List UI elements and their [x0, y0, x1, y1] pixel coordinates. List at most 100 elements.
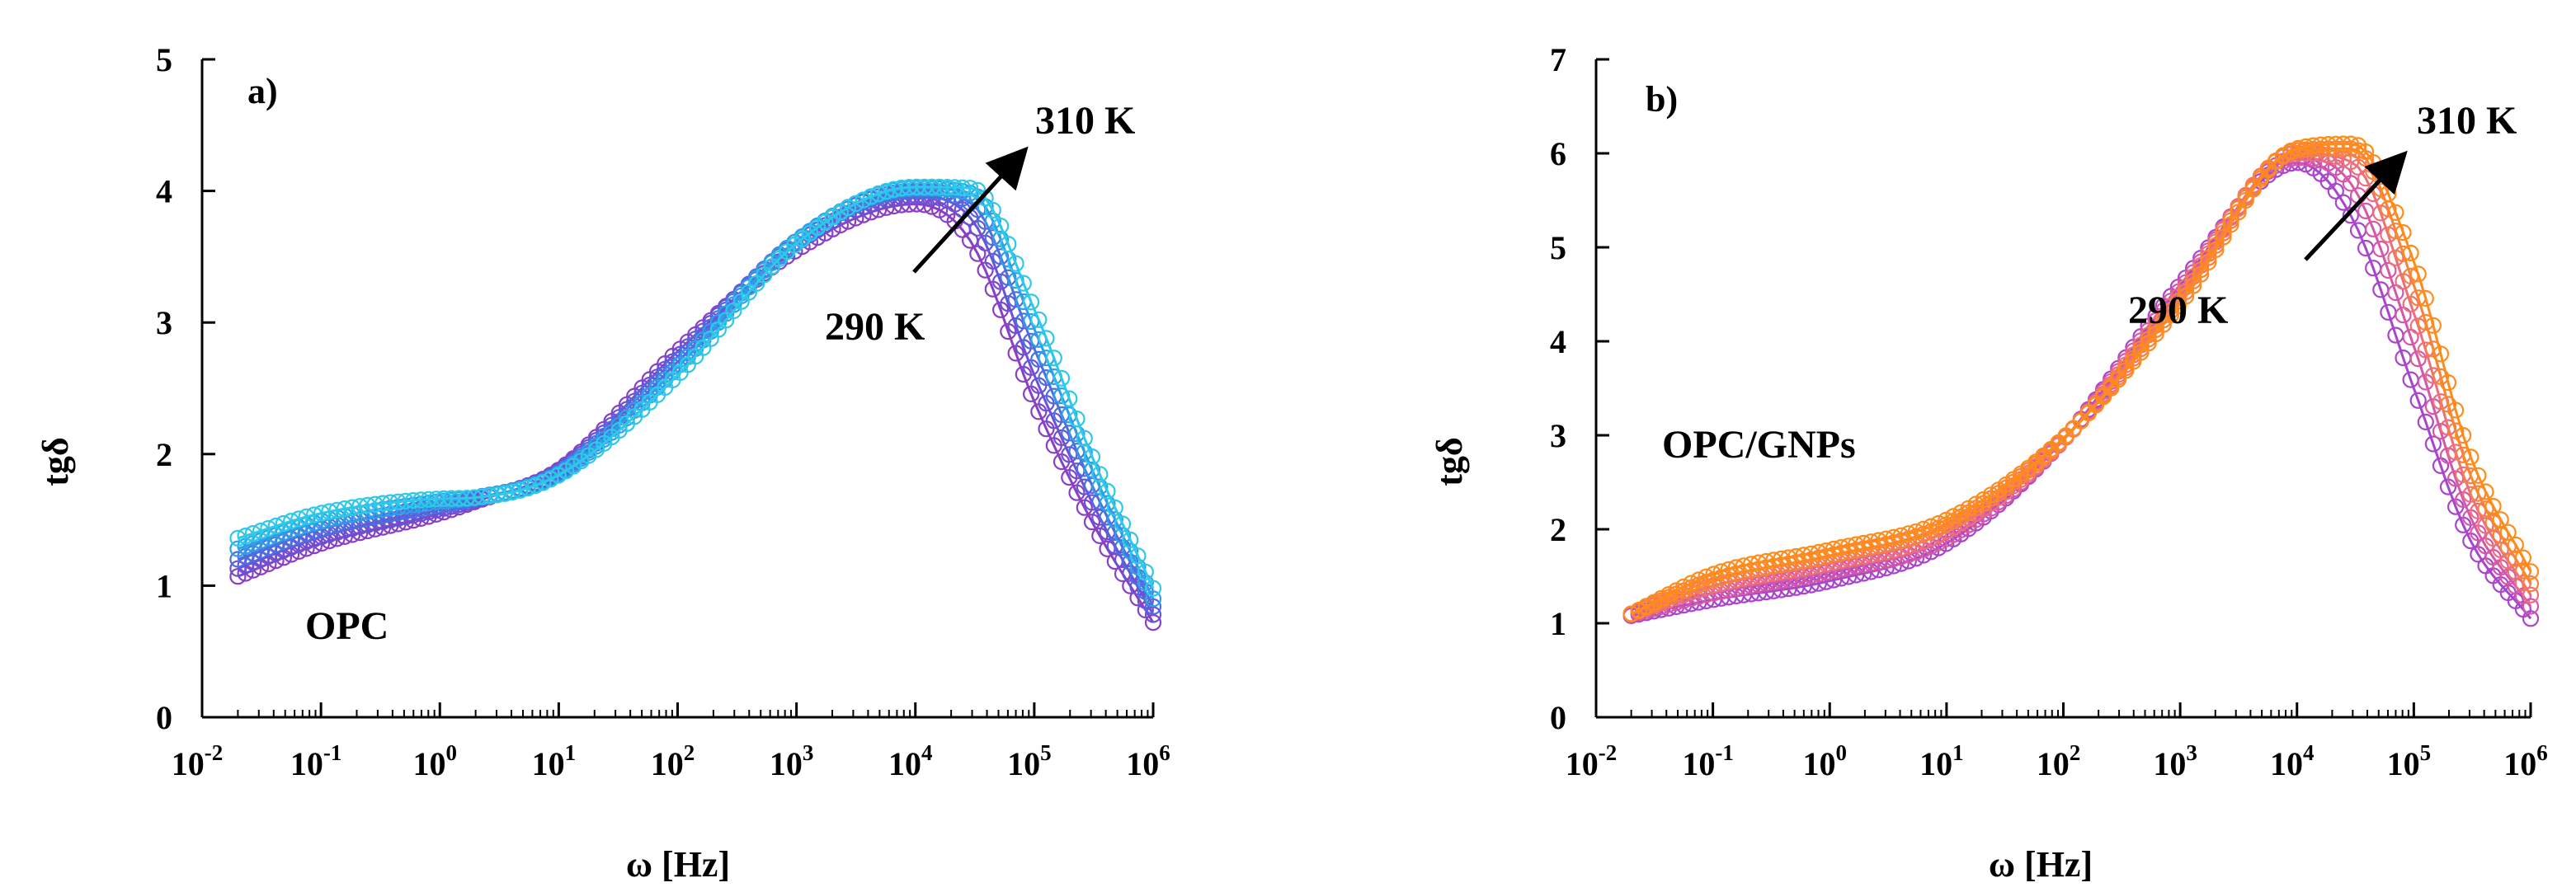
- y-tick-label-b-3: 3: [1550, 417, 1566, 454]
- data-point-a-4-104: [1022, 293, 1040, 311]
- x-tick-label-a-5: 103: [770, 740, 814, 782]
- plot-area-a: 0 1 2 3 4 5 10-2 10-1 100 101 102 103 104 105 106: [156, 41, 1170, 782]
- data-point-b-1-100: [2372, 240, 2390, 258]
- y-tick-label-a-2: 2: [156, 436, 172, 473]
- x-tick-label-a-4: 102: [651, 740, 695, 782]
- x-axis-title-b: ω [Hz]: [1989, 844, 2093, 885]
- data-point-a-4-3: [252, 522, 270, 540]
- y-axis-title-a: tgδ: [35, 437, 76, 486]
- data-point-a-2-0: [229, 551, 247, 568]
- data-point-b-1-101: [2380, 261, 2397, 279]
- data-point-a-4-116: [1114, 515, 1132, 533]
- data-point-b-4-113: [2470, 467, 2487, 484]
- data-point-b-4-107: [2424, 317, 2442, 334]
- data-point-a-4-83: [862, 188, 880, 205]
- data-point-b-4-38: [1907, 523, 1924, 540]
- data-point-a-4-115: [1106, 499, 1123, 517]
- data-point-a-4-36: [504, 483, 521, 501]
- series-a-290k: [229, 195, 1162, 631]
- data-point-a-4-117: [1122, 531, 1139, 549]
- x-tick-label-a-2: 100: [413, 740, 458, 782]
- y-tick-label-b-6: 6: [1550, 135, 1566, 172]
- series-a-295k: [229, 187, 1162, 623]
- data-point-a-4-111: [1076, 430, 1093, 447]
- data-point-a-4-80: [839, 199, 857, 217]
- data-point-b-4-119: [2514, 549, 2531, 566]
- data-point-a-4-106: [1038, 330, 1055, 347]
- data-point-b-4-13: [1720, 561, 1737, 578]
- x-tick-label-b-8: 106: [2503, 740, 2548, 782]
- x-tick-label-b-5: 103: [2153, 740, 2197, 782]
- panel-b-label: b): [1646, 79, 1678, 120]
- data-point-b-3-120: [2522, 575, 2540, 593]
- data-point-b-4-81: [2230, 204, 2247, 221]
- x-tick-label-b-7: 105: [2387, 740, 2432, 782]
- data-point-b-4-12: [1712, 563, 1730, 580]
- y-tick-label-a-1: 1: [156, 567, 172, 604]
- temp-label-high-a: 310 K: [1035, 99, 1135, 143]
- data-point-b-0-94: [2327, 182, 2344, 200]
- data-point-a-0-113: [1091, 527, 1109, 545]
- series-line-b-1: [1631, 157, 2532, 617]
- data-point-b-4-117: [2499, 523, 2517, 541]
- x-tick-label-b-1: 10-1: [1682, 740, 1734, 782]
- series-b-310k: [1622, 135, 2540, 622]
- data-point-a-4-4: [260, 519, 277, 538]
- data-point-b-4-0: [1622, 605, 1640, 622]
- panel-a: 0 1 2 3 4 5 10-2 10-1 100 101 102 103 104 105 106 a) O…: [35, 41, 1170, 885]
- data-point-a-4-7: [283, 512, 300, 530]
- temperature-arrow-a: [912, 146, 1029, 274]
- data-point-a-4-102: [1007, 255, 1024, 272]
- data-point-b-4-114: [2477, 483, 2494, 500]
- data-point-a-4-82: [855, 191, 872, 209]
- data-point-a-4-38: [519, 480, 536, 497]
- y-tick-label-b-5: 5: [1550, 229, 1566, 266]
- x-axis-title-a: ω [Hz]: [626, 844, 730, 885]
- data-point-a-4-119: [1137, 563, 1154, 580]
- data-point-b-4-116: [2492, 511, 2509, 528]
- data-point-b-4-80: [2222, 216, 2239, 233]
- data-point-b-1-102: [2387, 284, 2404, 302]
- series-line-b-4: [1630, 143, 2532, 615]
- data-point-b-4-79: [2215, 228, 2232, 246]
- x-tick-label-b-2: 100: [1803, 740, 1848, 782]
- data-point-a-4-105: [1030, 311, 1048, 328]
- y-tick-label-b-0: 0: [1550, 699, 1566, 736]
- data-point-b-4-78: [2207, 241, 2225, 258]
- data-point-a-2-120: [1144, 598, 1162, 616]
- data-point-b-4-11: [1705, 566, 1722, 583]
- data-point-b-4-82: [2237, 191, 2254, 209]
- data-point-b-2-114: [2477, 517, 2494, 534]
- data-point-b-0-106: [2417, 413, 2434, 430]
- data-point-b-4-7: [1675, 578, 1693, 595]
- data-point-b-0-96: [2342, 207, 2359, 224]
- data-point-a-4-107: [1045, 350, 1062, 367]
- data-point-a-4-41: [542, 471, 559, 488]
- data-point-a-4-35: [496, 485, 514, 502]
- data-point-a-0-120: [1144, 613, 1162, 631]
- y-tick-label-a-3: 3: [156, 304, 172, 341]
- data-point-b-4-9: [1690, 571, 1707, 589]
- y-tick-label-a-5: 5: [156, 41, 172, 78]
- data-point-a-4-0: [229, 529, 247, 547]
- data-point-b-4-106: [2417, 289, 2434, 308]
- data-point-a-3-120: [1144, 590, 1162, 608]
- temperature-arrow-b: [2304, 150, 2408, 261]
- data-point-b-4-111: [2455, 426, 2472, 444]
- data-point-a-4-100: [991, 218, 1010, 235]
- data-point-a-4-108: [1053, 369, 1071, 387]
- data-point-b-4-104: [2402, 244, 2419, 261]
- data-point-b-3-115: [2484, 514, 2502, 532]
- data-point-b-4-118: [2507, 536, 2524, 554]
- series-line-b-3: [1631, 147, 2532, 615]
- data-point-a-4-6: [275, 514, 292, 533]
- data-point-a-4-109: [1061, 390, 1078, 407]
- data-point-b-0-120: [2522, 610, 2540, 627]
- data-point-a-4-103: [1015, 275, 1032, 292]
- data-point-b-4-39: [1914, 520, 1933, 538]
- series-a-300k: [229, 182, 1162, 616]
- data-point-b-0-95: [2334, 194, 2352, 211]
- y-axis-title-b: tgδ: [1429, 437, 1470, 486]
- x-tick-label-a-6: 104: [888, 740, 933, 782]
- data-point-b-4-8: [1683, 575, 1700, 592]
